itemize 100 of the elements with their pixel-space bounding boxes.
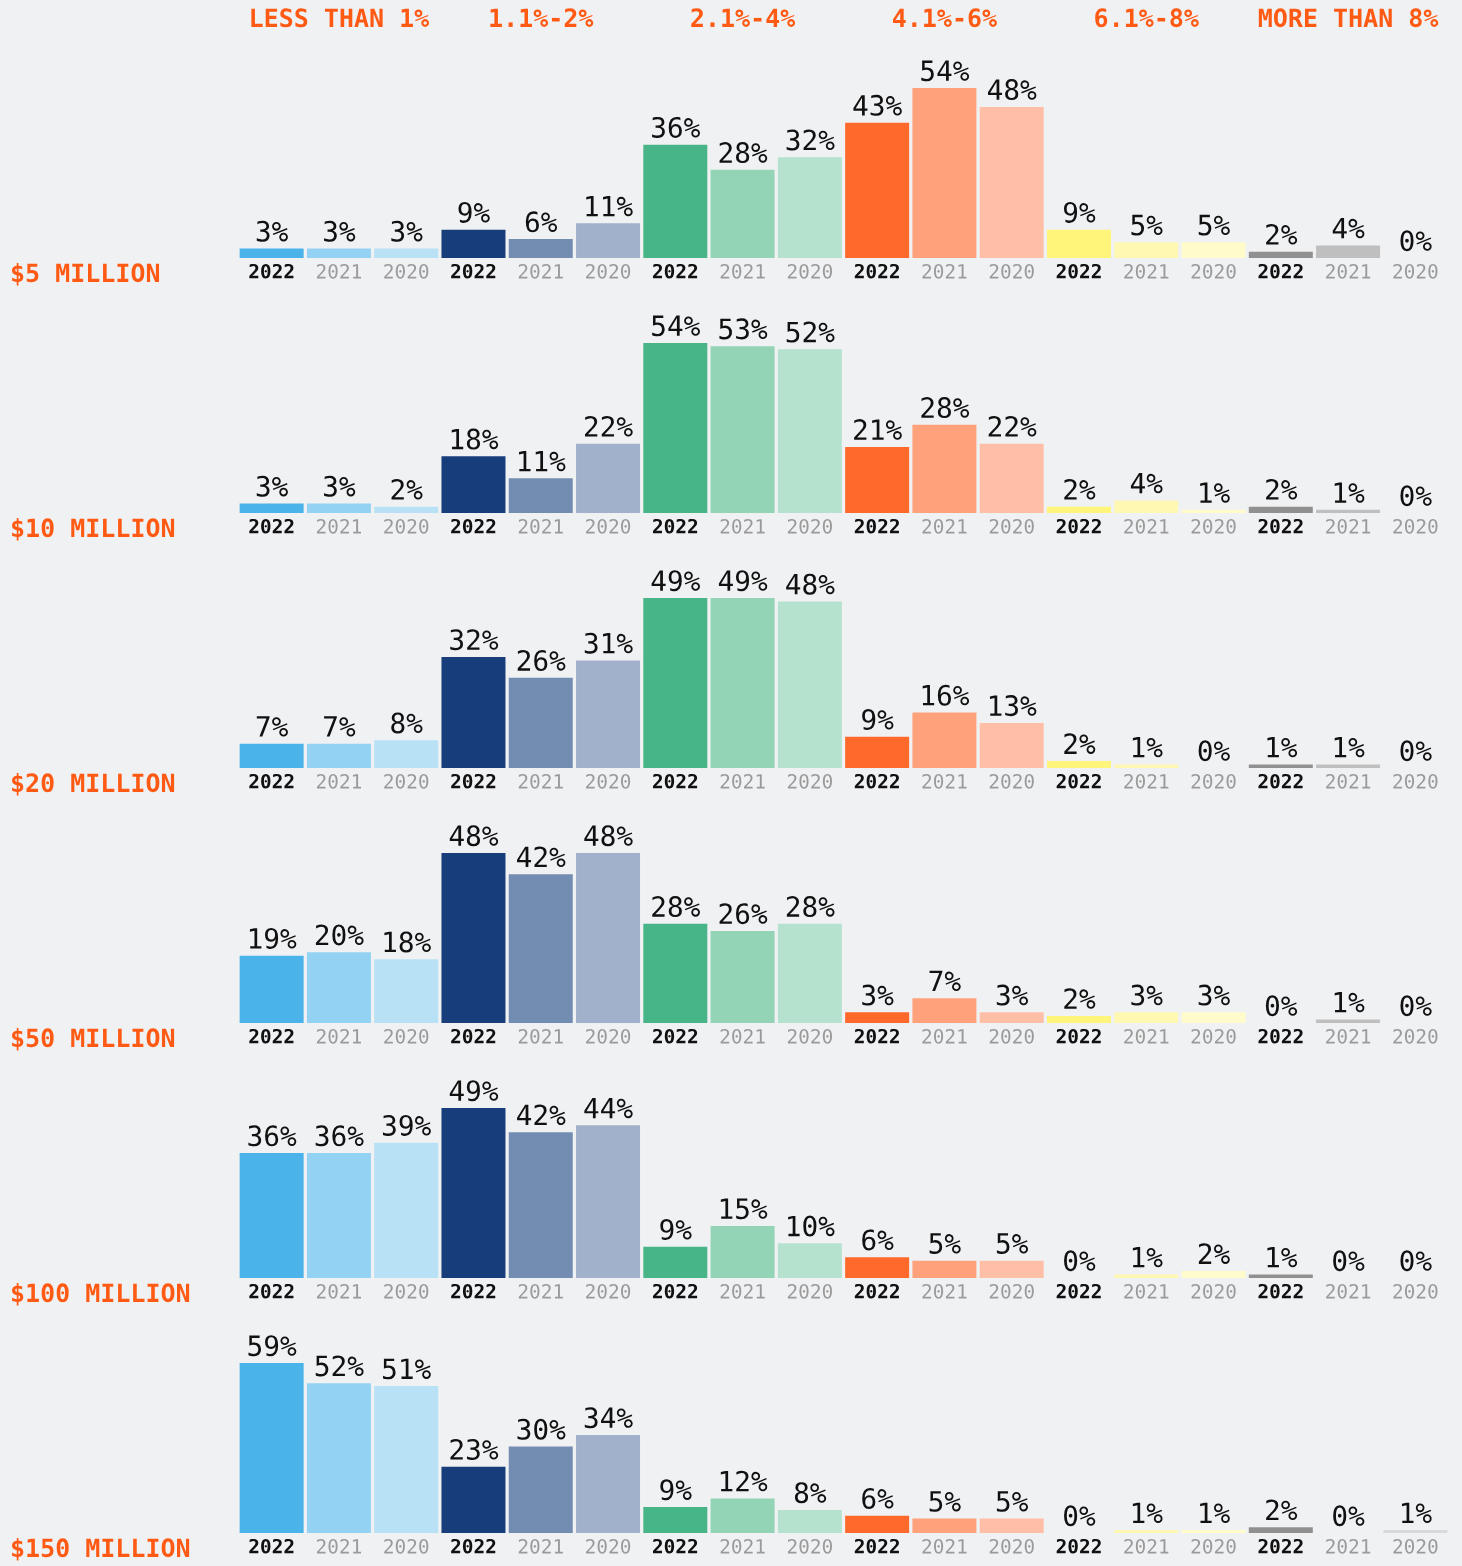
bar <box>710 169 775 258</box>
x-tick-label: 2022 <box>652 518 698 534</box>
bar <box>508 1446 573 1533</box>
x-tick-label: 2022 <box>451 518 496 534</box>
x-tick-label: 2021 <box>1326 264 1371 279</box>
data-label: 3% <box>1198 984 1230 1006</box>
data-label: 30% <box>517 1418 566 1440</box>
x-tick-label: 2022 <box>451 263 496 279</box>
data-label: 3% <box>996 984 1028 1006</box>
data-label: 7% <box>929 970 961 992</box>
bar <box>576 853 641 1023</box>
data-label: 5% <box>996 1491 1028 1512</box>
bar <box>239 1363 304 1533</box>
bar <box>643 1246 708 1278</box>
x-tick-label: 2020 <box>1191 1539 1236 1554</box>
data-label: 1% <box>1267 737 1298 758</box>
x-tick-label: 2022 <box>854 1028 899 1044</box>
data-label: 0% <box>1400 1250 1432 1272</box>
x-tick-label: 2020 <box>1393 519 1438 534</box>
x-tick-label: 2021 <box>720 1284 765 1299</box>
data-label: 3% <box>256 220 288 242</box>
x-tick-label: 2020 <box>384 774 429 789</box>
x-tick-label: 2020 <box>1191 1029 1236 1044</box>
data-label: 7% <box>324 716 356 737</box>
y-axis-title: $50 MILLION <box>12 1027 175 1051</box>
bar <box>1181 1012 1246 1023</box>
x-tick-label: 2021 <box>1124 1284 1169 1299</box>
x-tick-label: 2022 <box>652 1283 698 1299</box>
bar <box>576 223 641 258</box>
data-label: 22% <box>585 415 633 437</box>
x-tick-label: 2020 <box>787 264 833 279</box>
x-tick-label: 2020 <box>1393 264 1438 279</box>
x-tick-label: 2020 <box>384 1539 429 1554</box>
bar <box>374 1142 439 1278</box>
bar <box>1181 1530 1246 1533</box>
bar <box>576 660 641 768</box>
data-label: 1% <box>1132 1247 1163 1268</box>
data-label: 36% <box>248 1125 297 1147</box>
data-label: 28% <box>652 896 700 918</box>
x-tick-label: 2022 <box>451 1028 496 1044</box>
x-tick-label: 2022 <box>1056 263 1101 279</box>
bar <box>1181 242 1246 258</box>
bar <box>979 1518 1044 1533</box>
bar <box>306 503 371 513</box>
x-tick-label: 2022 <box>854 1283 899 1299</box>
bar <box>912 1260 977 1278</box>
x-tick-label: 2021 <box>720 774 765 789</box>
bar <box>979 1260 1044 1278</box>
data-label: 2% <box>1198 1243 1230 1264</box>
bar <box>1114 242 1179 258</box>
bar <box>1181 1271 1246 1278</box>
bar <box>710 346 775 513</box>
x-tick-label: 2020 <box>1393 1029 1438 1044</box>
data-label: 1% <box>1200 1502 1230 1523</box>
data-label: 0% <box>1400 995 1432 1017</box>
data-label: 9% <box>862 708 894 730</box>
x-tick-label: 2022 <box>451 1283 496 1299</box>
bar <box>306 1153 371 1278</box>
bar <box>374 248 439 258</box>
bar <box>1114 1012 1179 1023</box>
data-label: 7% <box>256 716 288 737</box>
data-label: 20% <box>315 924 364 946</box>
x-tick-label: 2021 <box>922 264 967 279</box>
x-tick-label: 2020 <box>384 1029 429 1044</box>
x-tick-label: 2020 <box>586 1539 631 1554</box>
x-tick-label: 2021 <box>720 1539 765 1554</box>
bar <box>1181 509 1246 513</box>
x-tick-label: 2022 <box>1258 773 1303 789</box>
data-label: 8% <box>794 1482 827 1504</box>
x-tick-label: 2022 <box>249 1283 294 1299</box>
x-tick-label: 2020 <box>1393 1284 1438 1299</box>
data-label: 1% <box>1401 1502 1432 1523</box>
x-tick-label: 2020 <box>1191 519 1236 534</box>
data-label: 0% <box>1265 995 1298 1017</box>
data-label: 36% <box>315 1125 364 1147</box>
data-label: 6% <box>525 211 558 233</box>
text: 2.1%-4% <box>691 8 796 27</box>
data-label: 3% <box>1131 984 1163 1006</box>
data-label: 11% <box>519 450 566 472</box>
x-tick-label: 2020 <box>989 1539 1034 1554</box>
x-tick-label: 2021 <box>316 1539 362 1554</box>
x-tick-label: 2022 <box>249 1538 294 1554</box>
data-label: 21% <box>854 419 902 440</box>
data-label: 1% <box>1132 1502 1163 1523</box>
data-label: 3% <box>324 220 356 242</box>
x-tick-label: 2020 <box>787 1029 833 1044</box>
bar <box>710 930 775 1023</box>
x-tick-label: 2020 <box>989 519 1034 534</box>
x-tick-label: 2021 <box>1326 774 1371 789</box>
data-label: 42% <box>517 846 566 868</box>
x-tick-label: 2022 <box>854 518 899 534</box>
data-label: 39% <box>382 1114 431 1136</box>
x-tick-label: 2021 <box>316 1029 362 1044</box>
bar <box>239 743 304 768</box>
data-label: 0% <box>1400 740 1432 762</box>
x-tick-label: 2020 <box>787 1539 833 1554</box>
bar <box>441 853 506 1023</box>
data-label: 15% <box>720 1198 768 1220</box>
data-label: 16% <box>922 684 970 706</box>
data-label: 2% <box>1266 1499 1298 1521</box>
